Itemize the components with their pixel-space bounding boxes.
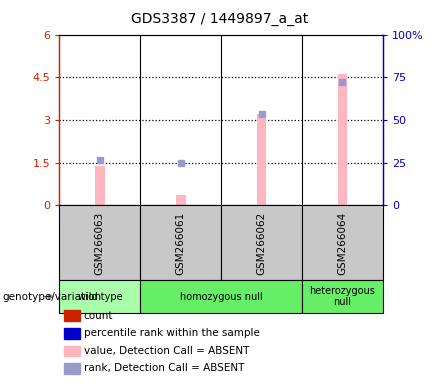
Bar	[221, 205, 302, 280]
Bar	[257, 114, 266, 205]
Bar	[140, 205, 221, 280]
Bar	[64, 363, 81, 374]
Bar	[140, 280, 302, 313]
Bar	[302, 205, 383, 280]
Text: value, Detection Call = ABSENT: value, Detection Call = ABSENT	[84, 346, 249, 356]
Text: count: count	[84, 311, 114, 321]
Text: GSM266061: GSM266061	[176, 211, 186, 275]
Text: heterozygous
null: heterozygous null	[309, 286, 375, 308]
Text: wild type: wild type	[77, 291, 122, 302]
Bar	[59, 205, 140, 280]
Bar	[95, 166, 105, 205]
Text: GDS3387 / 1449897_a_at: GDS3387 / 1449897_a_at	[132, 12, 308, 25]
Text: GSM266063: GSM266063	[95, 211, 105, 275]
Bar	[59, 280, 140, 313]
Text: percentile rank within the sample: percentile rank within the sample	[84, 328, 260, 338]
Text: GSM266064: GSM266064	[337, 211, 347, 275]
Text: genotype/variation: genotype/variation	[2, 291, 101, 302]
Bar	[302, 280, 383, 313]
Bar	[176, 195, 186, 205]
Bar	[64, 311, 81, 321]
Text: rank, Detection Call = ABSENT: rank, Detection Call = ABSENT	[84, 364, 244, 374]
Text: homozygous null: homozygous null	[180, 291, 263, 302]
Text: GSM266062: GSM266062	[257, 211, 267, 275]
Bar	[337, 74, 347, 205]
Bar	[64, 346, 81, 356]
Bar	[64, 328, 81, 339]
